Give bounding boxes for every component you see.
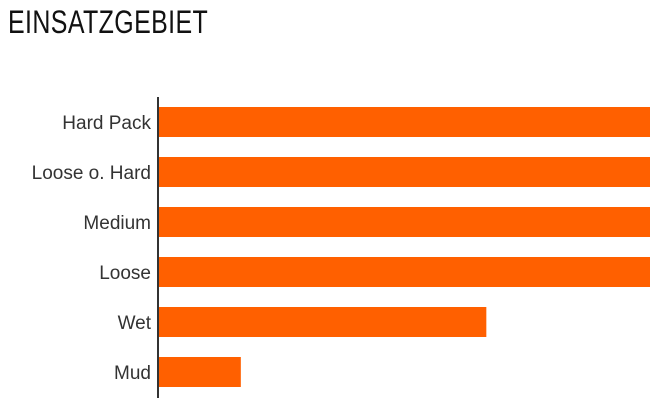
bar-wet: [159, 307, 487, 337]
category-label: Loose o. Hard: [32, 163, 151, 184]
bar-loose-o-hard: [159, 157, 650, 187]
category-label: Wet: [118, 313, 152, 334]
category-label: Medium: [83, 213, 151, 234]
bar-mud: [159, 357, 241, 387]
bar-loose: [159, 257, 650, 287]
category-label: Mud: [114, 363, 151, 384]
category-label: Loose: [99, 263, 151, 284]
chart-title: EINSATZGEBIET: [8, 4, 209, 40]
bar-medium: [159, 207, 650, 237]
category-label: Hard Pack: [62, 113, 151, 134]
bar-hard-pack: [159, 107, 650, 137]
